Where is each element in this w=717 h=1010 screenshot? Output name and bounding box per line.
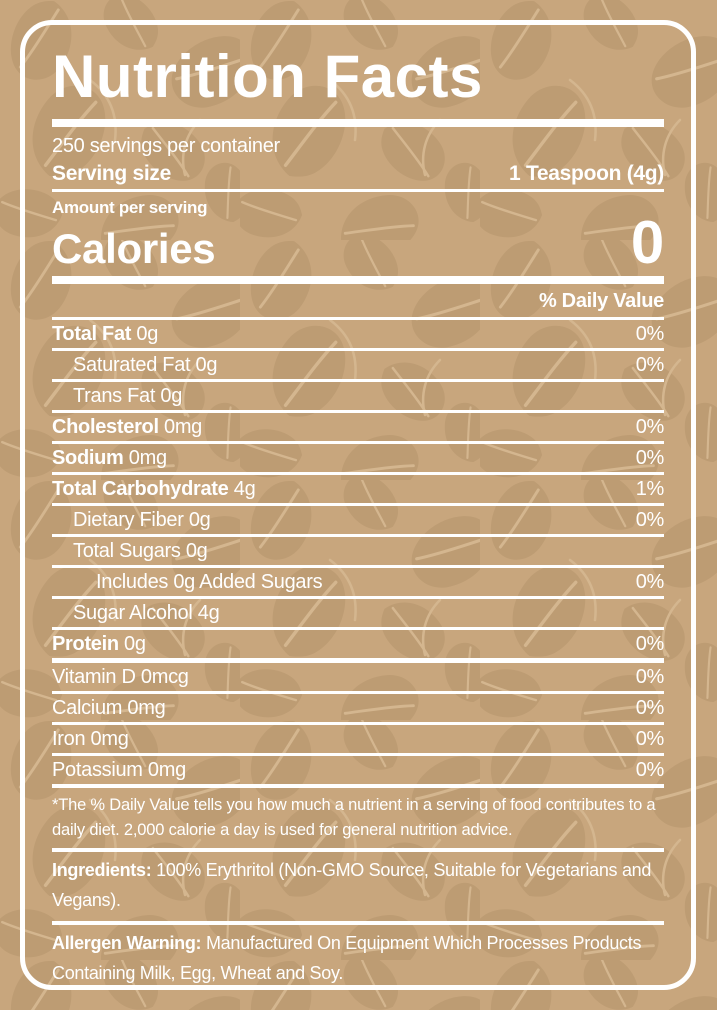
nutrient-row: Potassium 0mg 0% (52, 756, 664, 784)
amount-per-serving-label: Amount per serving (52, 198, 208, 217)
ingredients-block: Ingredients: 100% Erythritol (Non-GMO So… (52, 852, 664, 921)
separator (52, 379, 664, 382)
nutrient-percent: 0% (635, 508, 665, 531)
nutrient-row: Saturated Fat 0g 0% (52, 351, 664, 379)
nutrient-row: Sodium 0mg 0% (52, 444, 664, 472)
separator (52, 410, 664, 413)
label-title: Nutrition Facts (52, 43, 483, 110)
nutrient-name: Protein 0g (52, 632, 146, 655)
separator (52, 784, 664, 788)
nutrient-row: Dietary Fiber 0g 0% (52, 506, 664, 534)
nutrient-row: Total Fat 0g 0% (52, 320, 664, 348)
separator (52, 348, 664, 351)
separator (52, 658, 664, 663)
allergen-warning-text: Manufactured On Equipment Which Processe… (52, 933, 642, 983)
nutrient-percent: 0% (635, 570, 665, 593)
nutrient-name: Total Carbohydrate 4g (52, 477, 256, 500)
nutrient-name: Calcium 0mg (52, 696, 166, 719)
separator (52, 565, 664, 568)
nutrient-name: Dietary Fiber 0g (73, 508, 211, 531)
nutrient-name: Saturated Fat 0g (73, 353, 218, 376)
label-border-frame: Nutrition Facts 250 servings per contain… (20, 20, 696, 990)
ingredients-text: 100% Erythritol (Non-GMO Source, Suitabl… (52, 860, 652, 910)
nutrient-row: Protein 0g 0% (52, 630, 664, 658)
header-divider-bar (52, 119, 664, 127)
separator (52, 722, 664, 725)
separator (52, 441, 664, 444)
separator (52, 753, 664, 756)
nutrient-percent: 0% (635, 446, 665, 469)
serving-size-label: Serving size (52, 162, 171, 185)
nutrient-percent: 0% (635, 415, 665, 438)
nutrient-name: Potassium 0mg (52, 758, 186, 781)
nutrient-percent: 0% (635, 322, 665, 345)
separator (52, 189, 664, 192)
nutrition-facts-label: Nutrition Facts 250 servings per contain… (25, 25, 691, 985)
nutrient-rows: Total Fat 0g 0% Saturated Fat 0g 0% Trans Fa… (52, 320, 664, 788)
nutrient-name: Total Sugars 0g (73, 539, 208, 562)
nutrient-row: Sugar Alcohol 4g (52, 599, 664, 627)
calories-label: Calories (52, 225, 216, 272)
daily-value-footnote: *The % Daily Value tells you how much a … (52, 796, 656, 839)
nutrient-row: Includes 0g Added Sugars 0% (52, 568, 664, 596)
servings-per-container: 250 servings per container (52, 135, 280, 157)
allergen-warning-label: Allergen Warning: (52, 933, 202, 953)
daily-value-header: % Daily Value (538, 290, 664, 312)
nutrient-name: Iron 0mg (52, 727, 129, 750)
serving-size-row: Serving size 1 Teaspoon (4g) (52, 161, 664, 186)
separator (52, 921, 664, 925)
nutrient-name: Trans Fat 0g (73, 384, 183, 407)
calories-divider-bar (52, 276, 664, 284)
nutrient-name: Total Fat 0g (52, 322, 159, 345)
nutrient-row: Trans Fat 0g (52, 382, 664, 410)
ingredients-label: Ingredients: (52, 860, 152, 880)
separator (52, 627, 664, 630)
nutrient-name: Vitamin D 0mcg (52, 665, 189, 688)
nutrient-name: Sodium 0mg (52, 446, 167, 469)
nutrient-name: Cholesterol 0mg (52, 415, 202, 438)
separator (52, 596, 664, 599)
separator (52, 503, 664, 506)
nutrient-percent: 0% (635, 758, 665, 781)
separator (52, 472, 664, 475)
separator (52, 848, 664, 852)
nutrient-percent: 0% (635, 632, 665, 655)
nutrient-row: Iron 0mg 0% (52, 725, 664, 753)
calories-value: 0 (630, 209, 664, 277)
nutrient-percent: 0% (635, 696, 665, 719)
nutrient-percent: 0% (635, 727, 665, 750)
nutrient-row: Total Sugars 0g (52, 537, 664, 565)
nutrient-row: Vitamin D 0mcg 0% (52, 663, 664, 691)
serving-size-value: 1 Teaspoon (4g) (509, 162, 664, 185)
calories-row: Calories 0 (52, 209, 664, 277)
nutrient-row: Cholesterol 0mg 0% (52, 413, 664, 441)
nutrient-row: Total Carbohydrate 4g 1% (52, 475, 664, 503)
separator (52, 534, 664, 537)
nutrient-name: Sugar Alcohol 4g (73, 601, 220, 624)
nutrient-percent: 0% (635, 665, 665, 688)
nutrient-name: Includes 0g Added Sugars (96, 570, 323, 593)
allergen-warning-block: Allergen Warning: Manufactured On Equipm… (52, 925, 664, 994)
separator (52, 691, 664, 694)
nutrient-row: Calcium 0mg 0% (52, 694, 664, 722)
nutrient-percent: 1% (635, 477, 665, 500)
nutrient-percent: 0% (635, 353, 665, 376)
separator (52, 317, 664, 320)
